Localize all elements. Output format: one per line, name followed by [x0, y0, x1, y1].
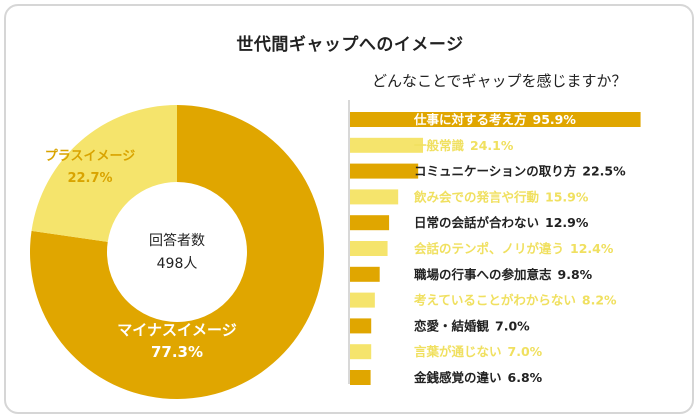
bar-label: 職場の行事への参加意志 9.8% — [414, 267, 593, 282]
bar-label: 一般常識 24.1% — [414, 138, 514, 153]
bar — [350, 163, 419, 179]
bar-label: 恋愛・結婚観 7.0% — [414, 318, 530, 333]
bar-category-label: 飲み会での発言や行動 — [413, 189, 539, 204]
donut-chart: マイナスイメージ 77.3% プラスイメージ 22.7% — [30, 104, 324, 399]
bar-category-label: 恋愛・結婚観 — [414, 318, 490, 333]
bar-category-label: 考えていることがわからない — [414, 293, 576, 308]
bar-label: 会話のテンポ、ノリが違う 12.4% — [414, 241, 614, 256]
bar — [350, 241, 388, 256]
donut-center-value: 498人 — [157, 256, 198, 272]
bar-chart-subtitle: どんなことでギャップを感じますか？ — [372, 72, 627, 90]
bar-label: 飲み会での発言や行動 15.9% — [413, 189, 589, 204]
bar-label: 考えていることがわからない 8.2% — [414, 293, 617, 308]
donut-center-label: 回答者数 — [149, 232, 205, 249]
donut-slice — [31, 104, 177, 242]
donut-slice — [30, 105, 324, 399]
donut-slice-value: 22.7% — [67, 171, 112, 186]
bar-category-label: 一般常識 — [414, 138, 465, 153]
bar-label: 日常の会話が合わない 12.9% — [414, 215, 589, 230]
donut-slice-name: プラスイメージ — [45, 149, 135, 164]
bar-value-label: 12.4% — [570, 241, 614, 256]
bar-category-label: 職場の行事への参加意志 — [414, 267, 552, 282]
donut-slice-name: マイナスイメージ — [117, 321, 236, 339]
bar-category-label: 日常の会話が合わない — [414, 215, 539, 230]
bar-value-label: 7.0% — [508, 344, 543, 359]
bar-value-label: 12.9% — [545, 215, 589, 230]
bar — [350, 189, 399, 205]
bar-value-label: 22.5% — [582, 164, 626, 179]
bar — [350, 266, 380, 282]
bar — [350, 370, 371, 385]
bar-value-label: 95.9% — [533, 112, 577, 127]
bar-category-label: 会話のテンポ、ノリが違う — [414, 241, 564, 256]
bar-label: 言葉が通じない 7.0% — [414, 344, 543, 359]
bar-chart: 仕事に対する考え方 95.9% 一般常識 24.1% コミュニケーションの取り方 22.5… — [350, 112, 641, 385]
bar-category-label: 言葉が通じない — [414, 344, 502, 359]
bar-category-label: コミュニケーションの取り方 — [414, 164, 576, 179]
bar — [350, 292, 375, 308]
bar-value-label: 24.1% — [470, 138, 514, 153]
bar-category-label: 仕事に対する考え方 — [413, 112, 527, 127]
bar — [350, 137, 424, 153]
bar-category-label: 金銭感覚の違い — [413, 370, 502, 385]
bar-label: 金銭感覚の違い 6.8% — [413, 370, 543, 385]
bar-value-label: 15.9% — [545, 189, 589, 204]
bar-label: コミュニケーションの取り方 22.5% — [414, 164, 626, 179]
chart-title: 世代間ギャップへのイメージ — [236, 35, 464, 55]
bar-value-label: 6.8% — [508, 370, 543, 385]
donut-slice-value: 77.3% — [151, 343, 203, 361]
bar — [350, 215, 390, 231]
bar — [350, 112, 641, 127]
bar — [350, 344, 372, 360]
bar-value-label: 9.8% — [558, 267, 593, 282]
bar-value-label: 7.0% — [495, 318, 530, 333]
bar — [350, 318, 372, 334]
bar-label: 仕事に対する考え方 95.9% — [413, 112, 576, 127]
bar-value-label: 8.2% — [582, 293, 617, 308]
